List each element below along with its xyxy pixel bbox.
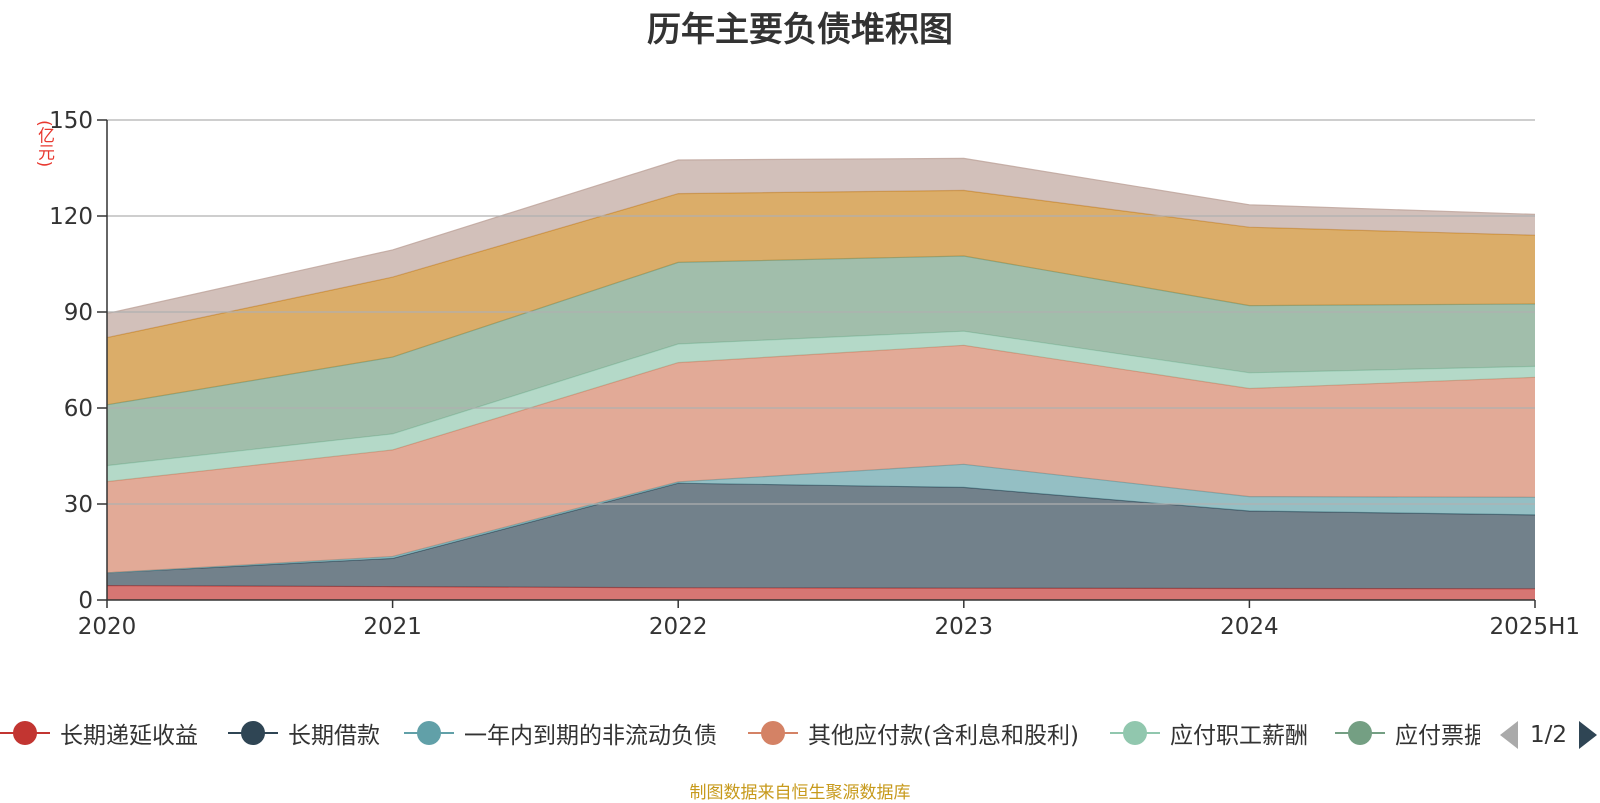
legend-label: 一年内到期的非流动负债	[464, 723, 717, 749]
legend-items-container: 长期递延收益 长期借款 一年内到期的非流动负债 其他应付款(含利息和股利) 应付职工薪酬…	[0, 716, 1480, 756]
legend-label: 长期借款	[288, 723, 380, 749]
chart-title: 历年主要负债堆积图	[647, 10, 953, 50]
legend-marker-icon	[0, 716, 50, 750]
area-series-2	[107, 464, 1535, 573]
y-tick-label-2: 60	[64, 396, 93, 422]
area-series-3	[107, 345, 1535, 573]
area-series-4	[107, 331, 1535, 482]
legend-item[interactable]: 长期递延收益	[0, 716, 198, 750]
source-note: 制图数据来自恒生聚源数据库	[689, 783, 911, 803]
y-tick-label-5: 150	[49, 108, 93, 134]
area-series-line-2	[106, 463, 1536, 574]
legend-marker-icon	[748, 716, 798, 750]
legend-prev-page-button[interactable]	[1500, 721, 1518, 749]
y-tick-label-1: 30	[64, 492, 93, 518]
legend-label: 应付职工薪酬	[1170, 723, 1308, 749]
area-series-0	[107, 585, 1535, 600]
legend-item[interactable]: 应付职工薪酬	[1110, 716, 1308, 750]
y-tick-label-4: 120	[49, 204, 93, 230]
area-series-5	[107, 256, 1535, 466]
x-tick-label-5: 2025H1	[1490, 614, 1580, 640]
legend-label: 其他应付款(含利息和股利)	[808, 723, 1079, 749]
legend-next-page-button[interactable]	[1579, 721, 1598, 749]
legend-item[interactable]: 其他应付款(含利息和股利)	[748, 716, 1079, 750]
legend-marker-icon	[228, 716, 278, 750]
legend-label: 长期递延收益	[60, 723, 198, 749]
legend-pager: 1/2	[1500, 718, 1598, 752]
y-axis-unit-label: (亿元)	[34, 120, 54, 168]
legend-marker-icon	[1335, 716, 1385, 750]
x-tick-label-3: 2023	[935, 614, 994, 640]
legend-marker-icon	[1110, 716, 1160, 750]
area-series-7	[107, 158, 1535, 338]
area-series-6	[107, 190, 1535, 405]
legend-marker-icon	[404, 716, 454, 750]
legend-page-indicator: 1/2	[1530, 722, 1568, 748]
x-tick-label-4: 2024	[1220, 614, 1279, 640]
legend-item[interactable]: 一年内到期的非流动负债	[404, 716, 717, 750]
legend-item[interactable]: 应付票据	[1335, 716, 1480, 750]
x-tick-label-2: 2022	[649, 614, 708, 640]
x-tick-label-1: 2021	[363, 614, 422, 640]
y-tick-label-3: 90	[64, 300, 93, 326]
area-series-1	[107, 483, 1535, 589]
y-tick-label-0: 0	[78, 588, 93, 614]
legend: 长期递延收益 长期借款 一年内到期的非流动负债 其他应付款(含利息和股利) 应付职工薪酬…	[0, 716, 1600, 756]
area-series-line-7	[106, 157, 1536, 315]
legend-label: 应付票据	[1395, 723, 1480, 749]
x-tick-label-0: 2020	[78, 614, 137, 640]
legend-item[interactable]: 长期借款	[228, 716, 380, 750]
